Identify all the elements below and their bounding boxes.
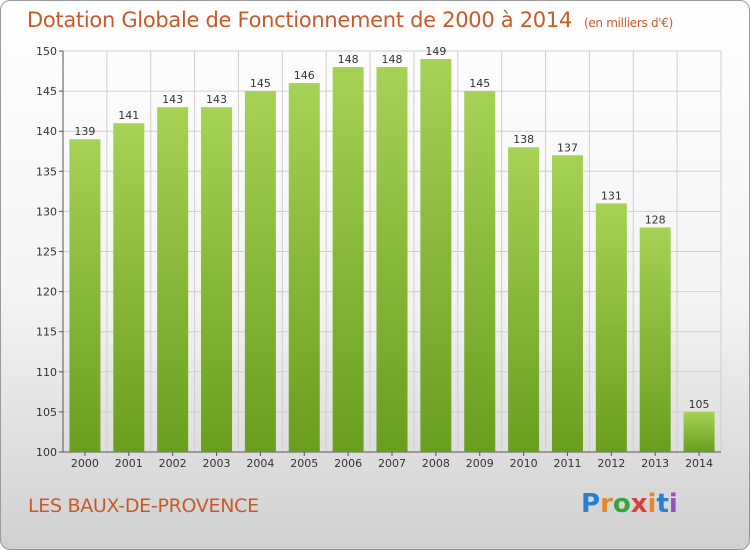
value-label-2014: 105 xyxy=(689,398,710,411)
y-tick-label: 120 xyxy=(36,286,57,299)
y-tick-label: 130 xyxy=(36,205,57,218)
bar-2002 xyxy=(157,107,189,452)
bar-2011 xyxy=(551,155,583,452)
bar-2003 xyxy=(201,107,233,452)
bar-2004 xyxy=(244,91,276,452)
x-tick-label-2003: 2003 xyxy=(203,457,231,470)
x-tick-label-2000: 2000 xyxy=(71,457,99,470)
x-tick-label-2012: 2012 xyxy=(597,457,625,470)
bar-2009 xyxy=(464,91,496,452)
y-tick-label: 140 xyxy=(36,125,57,138)
value-label-2003: 143 xyxy=(206,93,227,106)
value-label-2011: 137 xyxy=(557,141,578,154)
chart-unit-label: (en milliers d'€) xyxy=(583,16,673,30)
y-tick-label: 100 xyxy=(36,446,57,459)
bars xyxy=(69,59,715,453)
x-tick-label-2007: 2007 xyxy=(378,457,406,470)
bar-2006 xyxy=(332,67,364,452)
x-tick-label-2001: 2001 xyxy=(115,457,143,470)
y-tick-label: 115 xyxy=(36,326,57,339)
x-tick-label-2009: 2009 xyxy=(466,457,494,470)
x-tick-label-2002: 2002 xyxy=(159,457,187,470)
chart-title: Dotation Globale de Fonctionnement de 20… xyxy=(27,8,673,32)
y-tick-label: 125 xyxy=(36,246,57,259)
x-tick-label-2006: 2006 xyxy=(334,457,362,470)
logo-letter: P xyxy=(581,489,601,519)
y-tick-label: 105 xyxy=(36,406,57,419)
logo-letter: t xyxy=(656,489,669,519)
x-tick-label-2004: 2004 xyxy=(246,457,274,470)
y-tick-label: 135 xyxy=(36,165,57,178)
bar-2005 xyxy=(288,83,320,452)
x-tick-label-2008: 2008 xyxy=(422,457,450,470)
x-tick-label-2005: 2005 xyxy=(290,457,318,470)
bar-2000 xyxy=(69,139,101,452)
y-tick-label: 145 xyxy=(36,85,57,98)
value-label-2006: 148 xyxy=(338,53,359,66)
y-tick-label: 110 xyxy=(36,366,57,379)
logo-letter: i xyxy=(647,489,657,519)
chart-title-text: Dotation Globale de Fonctionnement de 20… xyxy=(27,8,572,32)
bar-2007 xyxy=(376,67,408,452)
logo-letter: i xyxy=(668,489,678,519)
proxiti-logo[interactable]: Proxiti xyxy=(581,489,678,519)
bar-2001 xyxy=(113,123,145,453)
value-label-2008: 149 xyxy=(425,45,446,58)
logo-letter: x xyxy=(630,489,648,519)
bar-2008 xyxy=(420,59,452,453)
value-labels: 139 141 143 143 145 146 148 148 149 145 138 137 131 1… xyxy=(74,45,709,411)
bar-2012 xyxy=(595,203,627,452)
value-label-2004: 145 xyxy=(250,77,271,90)
value-label-2007: 148 xyxy=(382,53,403,66)
x-tick-label-2011: 2011 xyxy=(553,457,581,470)
x-tick-label-2014: 2014 xyxy=(685,457,713,470)
y-tick-label: 150 xyxy=(36,45,57,58)
value-label-2013: 128 xyxy=(645,213,666,226)
logo-letter: o xyxy=(612,489,631,519)
value-label-2010: 138 xyxy=(513,133,534,146)
logo-letter: r xyxy=(600,489,613,519)
value-label-2005: 146 xyxy=(294,69,315,82)
value-label-2002: 143 xyxy=(162,93,183,106)
value-label-2000: 139 xyxy=(74,125,95,138)
bar-2010 xyxy=(508,147,540,453)
city-name: LES BAUX-DE-PROVENCE xyxy=(28,495,259,517)
value-label-2009: 145 xyxy=(469,77,490,90)
value-label-2001: 141 xyxy=(118,109,139,122)
x-tick-label-2013: 2013 xyxy=(641,457,669,470)
bar-2013 xyxy=(639,227,671,452)
x-tick-label-2010: 2010 xyxy=(510,457,538,470)
axes: 100 105 110 115 120 125 130 135 140 145 150 2000 200… xyxy=(36,45,721,470)
bar-2014 xyxy=(683,411,715,452)
value-label-2012: 131 xyxy=(601,189,622,202)
